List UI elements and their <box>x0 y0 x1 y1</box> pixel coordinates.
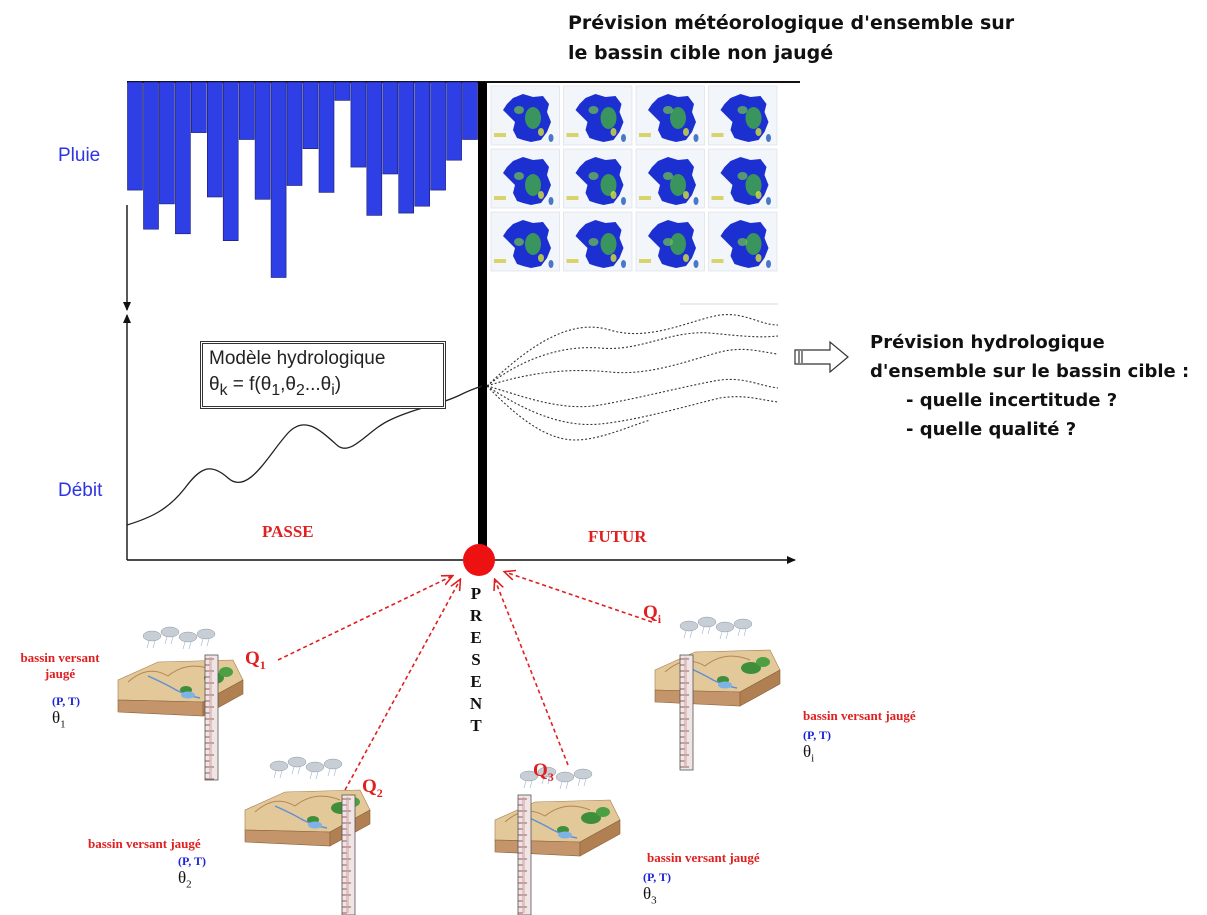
weather-map <box>563 148 633 209</box>
rain-bar <box>350 81 367 168</box>
weather-map <box>635 211 705 272</box>
basin-illustration <box>117 626 244 717</box>
gauge-staff <box>517 794 532 915</box>
header-line-2: le bassin cible non jaugé <box>568 42 834 64</box>
hydro-forecast-panel: Prévision hydrologique d'ensemble sur le… <box>870 328 1200 444</box>
present-letter: R <box>469 606 483 625</box>
rain-bar <box>207 81 223 198</box>
gauge-staff <box>679 654 694 771</box>
weather-maps-grid <box>490 85 778 272</box>
present-dot <box>463 544 495 576</box>
basin-1-theta: θ1 <box>52 708 66 731</box>
past-hydrograph <box>126 385 483 526</box>
weather-map <box>635 148 705 209</box>
basin-2-pt: (P, T) <box>178 854 207 868</box>
basin-illustration <box>244 756 371 847</box>
model-title: Modèle hydrologique <box>209 348 386 369</box>
header-line-1: Prévision météorologique d'ensemble sur <box>568 12 1015 34</box>
rain-bar <box>398 81 415 214</box>
rain-bar <box>238 81 255 140</box>
ensemble-traces <box>486 314 779 441</box>
basin-illustration <box>494 766 621 857</box>
basin-2-theta: θ2 <box>178 868 192 891</box>
gauge-staff <box>341 794 356 915</box>
hydrological-model-box: Modèle hydrologique θk = f(θ1,θ2...θi) <box>200 341 446 409</box>
rain-bar <box>382 81 399 175</box>
present-letter: E <box>470 628 482 647</box>
weather-map <box>635 85 705 146</box>
basin-3-pt: (P, T) <box>643 870 672 884</box>
rain-bar <box>254 81 271 200</box>
weather-map <box>490 148 560 209</box>
basin-illustration <box>654 616 781 707</box>
basin-i-label: bassin versant jaugé <box>803 708 916 723</box>
rain-bars <box>127 81 478 278</box>
rain-bar <box>159 81 175 205</box>
rain-bar <box>222 81 239 241</box>
future-label: FUTUR <box>588 527 647 546</box>
basin-1-label: bassin versant jaugé <box>20 650 100 681</box>
rain-bar <box>462 81 478 140</box>
rain-bar <box>334 81 351 101</box>
rain-bar <box>191 81 207 133</box>
present-letter: S <box>471 650 481 669</box>
q2-label: Q2 <box>362 776 383 800</box>
present-letter: P <box>470 584 482 603</box>
rain-bar <box>175 81 191 235</box>
present-line <box>478 82 487 560</box>
rain-bar <box>127 81 143 191</box>
basin-1-pt: (P, T) <box>52 694 81 708</box>
right-line-1: Prévision hydrologique <box>870 332 1105 353</box>
right-bullet-2: - quelle qualité ? <box>906 419 1077 440</box>
weather-map <box>708 148 778 209</box>
output-arrow <box>794 340 849 374</box>
qi-label: Qi <box>643 602 662 626</box>
q1-label: Q1 <box>245 648 266 672</box>
rain-bar <box>430 81 446 191</box>
weather-map <box>563 85 633 146</box>
basin-i-theta: θi <box>803 742 815 765</box>
rain-bar <box>366 81 383 216</box>
rain-bar <box>302 81 319 149</box>
basin-illustrations <box>117 616 781 915</box>
flow-label: Débit <box>58 480 103 501</box>
weather-map <box>490 85 560 146</box>
present-letter: N <box>469 694 483 713</box>
q3-label: Q3 <box>533 760 554 784</box>
weather-map <box>708 211 778 272</box>
rain-bar <box>270 81 287 278</box>
rain-bar <box>414 81 431 207</box>
present-letter: E <box>470 672 482 691</box>
basin-arrows <box>277 572 653 791</box>
weather-map <box>490 211 560 272</box>
rain-bar <box>286 81 303 186</box>
basin-i-pt: (P, T) <box>803 728 832 742</box>
rain-bar <box>318 81 335 193</box>
rain-bar <box>446 81 462 161</box>
basin-3-label: bassin versant jaugé <box>647 850 760 865</box>
past-label: PASSE <box>262 522 314 541</box>
weather-map <box>563 211 633 272</box>
forecast-header: Prévision météorologique d'ensemble sur … <box>568 8 1028 68</box>
weather-map <box>708 85 778 146</box>
present-letter: T <box>470 716 482 735</box>
right-line-2: d'ensemble sur le bassin cible : <box>870 361 1190 382</box>
gauge-staff <box>204 654 219 781</box>
basin-2-label: bassin versant jaugé <box>88 836 201 851</box>
right-bullet-1: - quelle incertitude ? <box>906 390 1118 411</box>
rain-bar <box>143 81 159 230</box>
model-equation: θk = f(θ1,θ2...θi) <box>209 374 342 399</box>
rain-label: Pluie <box>58 145 101 166</box>
basin-3-theta: θ3 <box>643 884 657 907</box>
